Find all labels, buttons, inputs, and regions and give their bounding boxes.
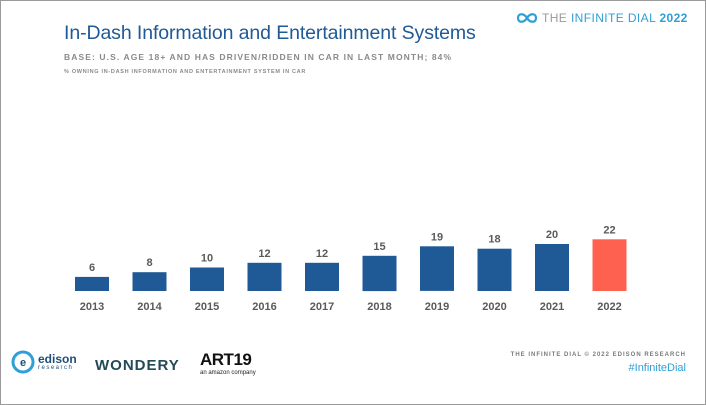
data-label-2019: 19 <box>431 231 443 243</box>
brand-infinite-dial: INFINITE DIAL <box>570 11 656 25</box>
bar-2021 <box>535 244 569 291</box>
data-label-2020: 18 <box>488 234 500 246</box>
x-tick-2022: 2022 <box>597 301 621 313</box>
x-tick-2014: 2014 <box>137 301 162 313</box>
brand-the: THE <box>542 11 568 25</box>
bar-2017 <box>305 262 339 291</box>
bar-2014 <box>132 272 167 291</box>
bar-2022 <box>592 239 627 291</box>
x-tick-2017: 2017 <box>310 301 334 313</box>
x-tick-2016: 2016 <box>252 301 276 313</box>
footer-right: THE INFINITE DIAL © 2022 EDISON RESEARCH… <box>511 352 686 374</box>
bar-2016 <box>247 262 282 291</box>
data-label-2013: 6 <box>89 262 95 274</box>
brand-text: THE INFINITE DIAL 2022 <box>542 11 688 25</box>
bar-chart: 6201382014102015122016122017152018192019… <box>75 224 627 313</box>
data-label-2017: 12 <box>316 248 328 260</box>
x-tick-2018: 2018 <box>367 301 391 313</box>
base-note: BASE: U.S. AGE 18+ AND HAS DRIVEN/RIDDEN… <box>64 52 453 62</box>
bar-2019 <box>420 246 454 291</box>
chart-subtitle: % OWNING IN-DASH INFORMATION AND ENTERTA… <box>64 69 307 75</box>
chart-title: In-Dash Information and Entertainment Sy… <box>64 22 476 44</box>
edison-logo: e edison research <box>10 349 77 375</box>
edison-name: edison <box>38 352 77 366</box>
data-label-2022: 22 <box>603 224 615 236</box>
edison-research-logo: e edison research <box>10 349 77 375</box>
x-tick-2013: 2013 <box>80 301 104 313</box>
art19-name: ART19 <box>200 350 252 369</box>
data-label-2021: 20 <box>546 229 558 241</box>
infinity-logo-icon <box>516 13 538 23</box>
x-tick-2020: 2020 <box>482 301 506 313</box>
brand-year: 2022 <box>659 11 688 25</box>
data-label-2015: 10 <box>201 253 213 265</box>
data-label-2014: 8 <box>146 257 152 269</box>
footer-credit: THE INFINITE DIAL © 2022 EDISON RESEARCH <box>510 352 686 358</box>
infinite-dial-brand: THE INFINITE DIAL 2022 <box>516 11 688 25</box>
x-tick-2021: 2021 <box>540 301 564 313</box>
bar-2015 <box>190 267 224 291</box>
bar-2020 <box>477 248 512 291</box>
data-label-2016: 12 <box>258 248 270 260</box>
bar-2018 <box>362 255 397 292</box>
data-label-2018: 15 <box>373 241 385 253</box>
edison-sub: research <box>38 365 74 371</box>
svg-text:e: e <box>20 357 26 369</box>
edison-swirl-icon: e <box>11 350 35 374</box>
x-tick-2015: 2015 <box>195 301 219 313</box>
art19-sub: an amazon company <box>200 370 256 376</box>
art19-logo: ART19 an amazon company <box>200 351 256 376</box>
wondery-logo: WONDERY <box>95 357 180 374</box>
hashtag-link[interactable]: #InfiniteDial <box>628 362 686 374</box>
bar-2013 <box>75 276 109 291</box>
x-tick-2019: 2019 <box>425 301 449 313</box>
